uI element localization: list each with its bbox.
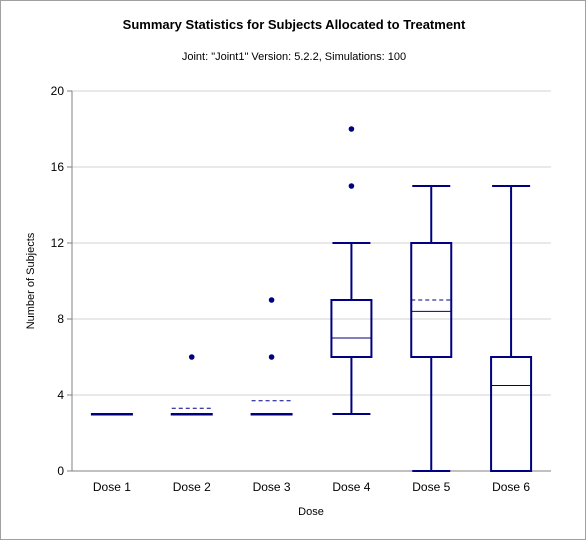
box-5 [410, 185, 453, 472]
x-tick-label-5: Dose 5 [412, 480, 450, 494]
x-axis-label: Dose [298, 506, 324, 518]
x-tick-label-2: Dose 2 [173, 480, 211, 494]
axes: 0 4 8 12 16 20 Dose 1 Dose 2 Dose 3 Dose 4 Dose 5 D… [51, 84, 551, 494]
x-tick-label-1: Dose 1 [93, 480, 131, 494]
boxes [90, 126, 533, 472]
box-iqr [490, 356, 533, 472]
box-6 [490, 185, 533, 472]
box-4 [330, 126, 373, 415]
box-iqr [410, 242, 453, 358]
box-2 [170, 354, 213, 416]
box-3 [250, 297, 293, 416]
box-1 [90, 413, 133, 416]
outlier-point [348, 183, 355, 189]
y-axis-label: Number of Subjects [25, 232, 37, 329]
outlier-point [188, 354, 195, 360]
chart-subtitle: Joint: "Joint1" Version: 5.2.2, Simulati… [181, 51, 407, 63]
y-tick-label-8: 8 [57, 312, 64, 326]
y-tick-label-20: 20 [51, 84, 65, 98]
outlier-point [268, 297, 275, 303]
outlier-point [348, 126, 355, 132]
y-tick-label-4: 4 [57, 388, 64, 402]
x-tick-label-4: Dose 4 [332, 480, 370, 494]
outlier-point [268, 354, 275, 360]
y-tick-label-12: 12 [51, 236, 65, 250]
y-tick-label-16: 16 [51, 160, 65, 174]
box-iqr [330, 299, 373, 358]
x-tick-label-6: Dose 6 [492, 480, 530, 494]
chart-title: Summary Statistics for Subjects Allocate… [122, 17, 466, 32]
y-tick-label-0: 0 [57, 464, 64, 478]
x-tick-label-3: Dose 3 [253, 480, 291, 494]
gridlines [72, 90, 551, 396]
